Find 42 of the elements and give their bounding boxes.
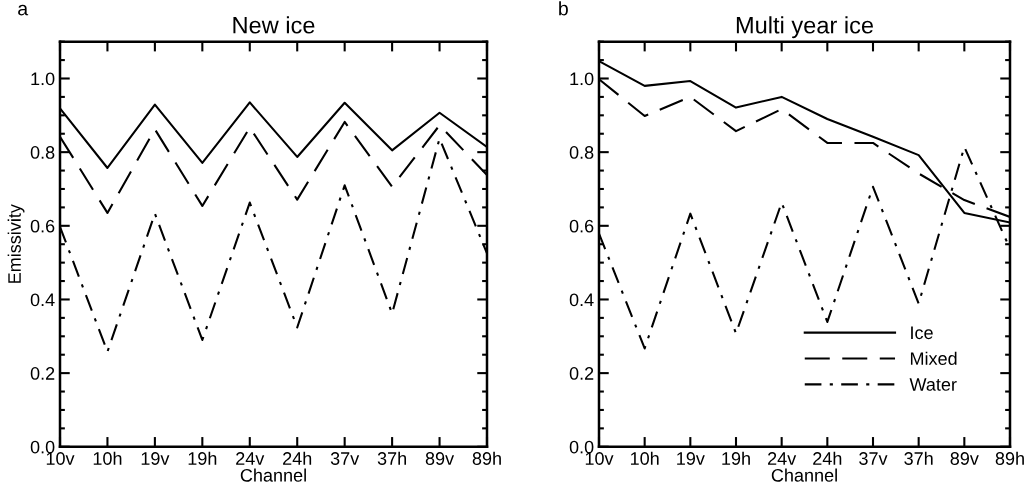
y-tick-label: 0.4 — [30, 293, 55, 307]
y-tick-label: 0.0 — [569, 440, 594, 454]
y-tick-label: 0.6 — [30, 219, 55, 233]
y-tick-label: 1.0 — [31, 72, 55, 86]
text: a — [18, 4, 29, 16]
x-tick-label: 37h — [377, 451, 406, 465]
x-tick-label: 19v — [141, 452, 170, 465]
y-axis-title: Emissivity — [7, 204, 25, 283]
legend-label: Water — [909, 378, 957, 391]
x-tick-label: 24h — [283, 451, 312, 465]
y-tick-label: 0.4 — [569, 293, 594, 307]
y-tick-label: 0.2 — [30, 367, 55, 380]
x-tick-label: 24v — [236, 452, 265, 465]
x-tick-label: 24v — [768, 452, 797, 465]
x-tick-label: 19h — [722, 451, 750, 465]
y-tick-label: 0.0 — [30, 440, 55, 454]
x-axis-title: Channel — [771, 468, 837, 482]
chart-title: New ice — [233, 16, 315, 34]
text: b — [559, 1, 568, 16]
x-tick-label: 10v — [585, 452, 614, 465]
x-tick-label: 37h — [904, 451, 933, 465]
x-axis-title: Channel — [240, 468, 306, 482]
x-tick-label: 10h — [630, 451, 659, 465]
x-tick-label: 89h — [995, 451, 1024, 465]
legend-label: Ice — [911, 326, 933, 340]
y-tick-label: 0.6 — [569, 219, 594, 233]
x-tick-label: 10v — [46, 452, 75, 465]
x-tick-label: 19v — [677, 452, 705, 465]
chart-title: Multi year ice — [736, 16, 873, 39]
x-tick-label: 37v — [859, 452, 888, 465]
y-tick-label: 0.8 — [569, 146, 594, 159]
y-tick-label: 1.0 — [570, 72, 594, 86]
x-tick-label: 10h — [93, 451, 122, 465]
x-tick-label: 37v — [330, 452, 360, 465]
x-tick-label: 89v — [950, 452, 979, 465]
x-tick-label: 89v — [425, 452, 455, 465]
x-tick-label: 19h — [188, 451, 217, 465]
legend-label: Mixed — [910, 351, 957, 365]
y-tick-label: 0.2 — [569, 367, 594, 380]
x-tick-label: 89h — [472, 451, 501, 465]
x-tick-label: 24h — [813, 451, 842, 465]
y-tick-label: 0.8 — [30, 146, 55, 159]
